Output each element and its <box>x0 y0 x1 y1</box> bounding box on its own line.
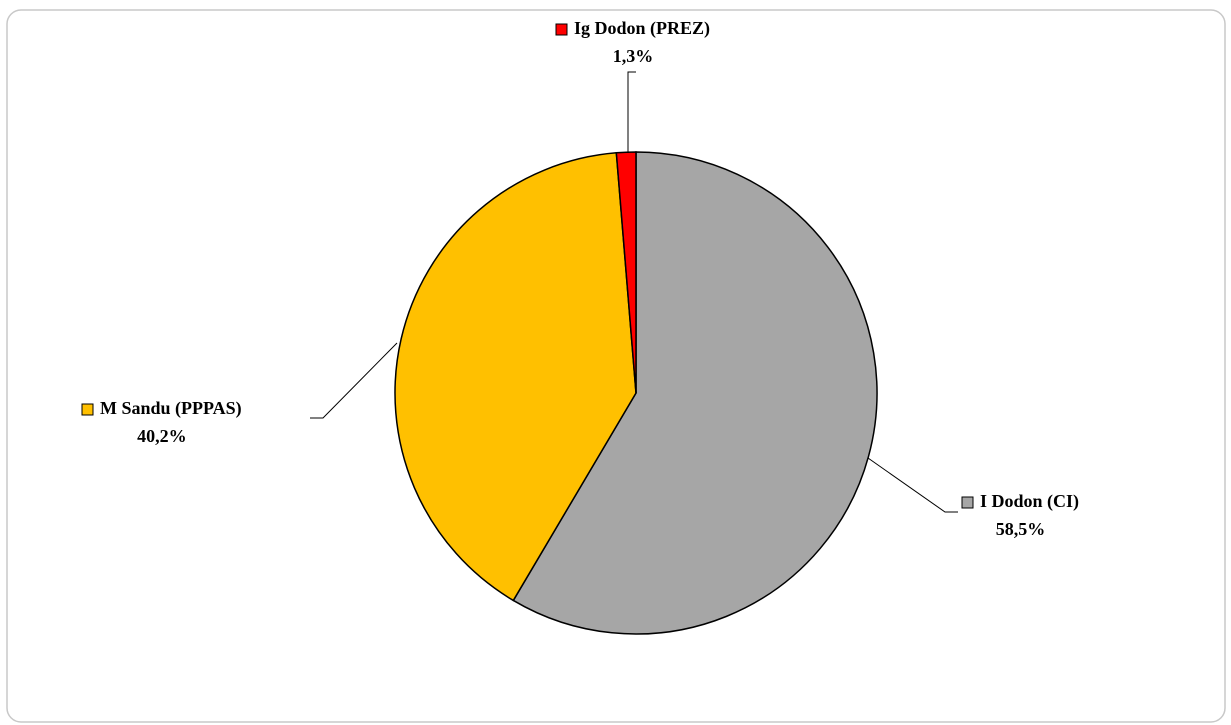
leader-line <box>627 71 636 153</box>
slice-label: Ig Dodon (PREZ) <box>574 18 710 39</box>
pie-slice <box>394 151 637 602</box>
pie-slice <box>512 151 878 635</box>
legend-key <box>961 496 974 509</box>
slice-label: M Sandu (PPPAS) <box>100 398 242 419</box>
slice-value-label: 58,5% <box>996 519 1046 539</box>
legend-key <box>81 403 94 416</box>
slice-value-label: 40,2% <box>137 426 187 446</box>
legend-key <box>555 23 568 36</box>
leader-line <box>867 457 958 513</box>
slice-label: I Dodon (CI) <box>980 491 1079 512</box>
pie-slice <box>615 151 637 394</box>
leader-line <box>310 342 398 419</box>
slice-value-label: 1,3% <box>613 46 654 66</box>
